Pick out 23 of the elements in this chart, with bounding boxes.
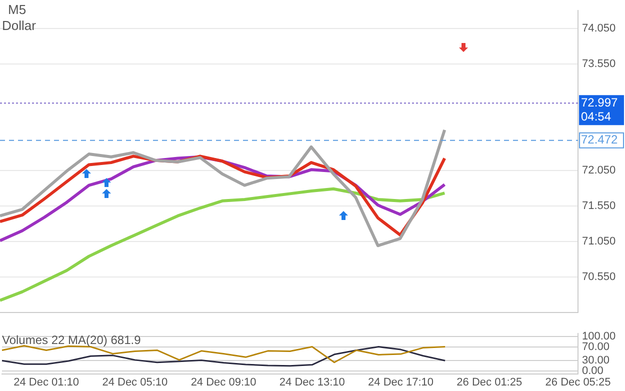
ref-line-label: 72.997 [581, 95, 618, 110]
chart-title: Volumes 22 MA(20) 681.9 [2, 332, 142, 347]
text: 04:54 [581, 109, 612, 124]
x-tick-label: 24 Dec 09:10 [190, 376, 256, 388]
x-tick-label: 24 Dec 01:10 [14, 376, 80, 388]
y-tick-label: 72.050 [582, 164, 616, 176]
text: Dollar [2, 18, 37, 34]
x-tick-label: 26 Dec 05:25 [545, 376, 611, 388]
y-tick-label: 71.550 [582, 200, 616, 212]
x-tick-label: 24 Dec 13:10 [279, 376, 345, 388]
x-tick-label: 24 Dec 17:10 [368, 376, 434, 388]
chart-title: M5 [8, 2, 26, 18]
y-tick-label: 70.550 [582, 270, 616, 283]
y-tick-label: 70.00 [582, 340, 610, 353]
y-tick-label: 0.00 [582, 365, 604, 378]
y-tick-label: 30.00 [582, 354, 610, 367]
y-tick-label: 71.050 [582, 235, 616, 248]
y-tick-label: 100.00 [582, 330, 616, 342]
ref-line-label: 72.472 [581, 132, 618, 147]
y-tick-label: 74.050 [582, 22, 616, 34]
y-tick-label: 73.550 [582, 58, 616, 70]
x-tick-label: 26 Dec 01:25 [456, 376, 522, 388]
x-tick-label: 24 Dec 05:10 [102, 376, 168, 388]
